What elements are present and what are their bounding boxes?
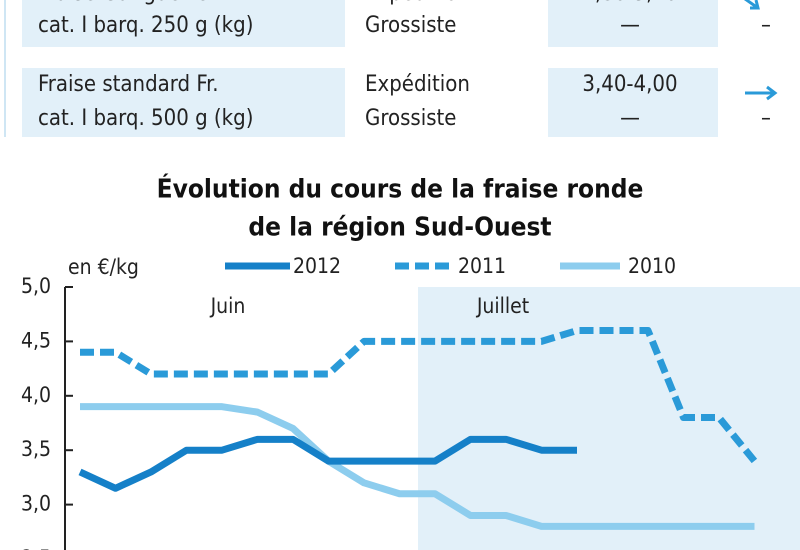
product: cat. I barq. 250 g (kg) [38,13,253,38]
month-label: Juin [210,294,246,318]
y-tick-label: 4,0 [21,383,51,407]
trend: – [761,13,771,38]
price: — [620,13,640,38]
chart-title: de la région Sud-Ouest [248,213,551,243]
legend-label: 2011 [458,254,506,278]
cell-bg [22,68,345,137]
series-line [80,403,755,530]
series-line [80,327,758,464]
series-line [78,435,577,492]
y-axis-label: en €/kg [68,255,139,279]
y-tick-label: 2,5 [21,546,51,550]
trend-arrow [745,85,778,101]
legend-label: 2010 [628,254,676,278]
stage: Grossiste [365,106,456,131]
y-tick-label: 4,5 [21,328,51,352]
trend: – [761,106,771,131]
product: cat. I barq. 500 g (kg) [38,106,253,131]
product: Fraise standard Fr. [38,72,219,97]
y-tick-label: 5,0 [21,274,51,298]
price: 3,40-4,00 [582,72,677,97]
stage: Grossiste [365,13,456,38]
legend-label: 2012 [293,254,341,278]
y-tick-label: 3,0 [21,492,51,516]
y-tick-label: 3,5 [21,437,51,461]
price: — [620,106,640,131]
cell-bg [548,68,718,137]
cell-bg [548,0,718,47]
trend-arrow [743,0,760,10]
price: 4,80-5,20 [582,0,677,6]
product: Fraise Gariguette Fr. [38,0,237,6]
stage: Expédition [365,0,470,6]
cell-bg [22,0,345,47]
month-label: Juillet [476,294,529,318]
month-shade [418,287,800,550]
stage: Expédition [365,72,470,97]
chart-title: Évolution du cours de la fraise ronde [157,173,644,205]
